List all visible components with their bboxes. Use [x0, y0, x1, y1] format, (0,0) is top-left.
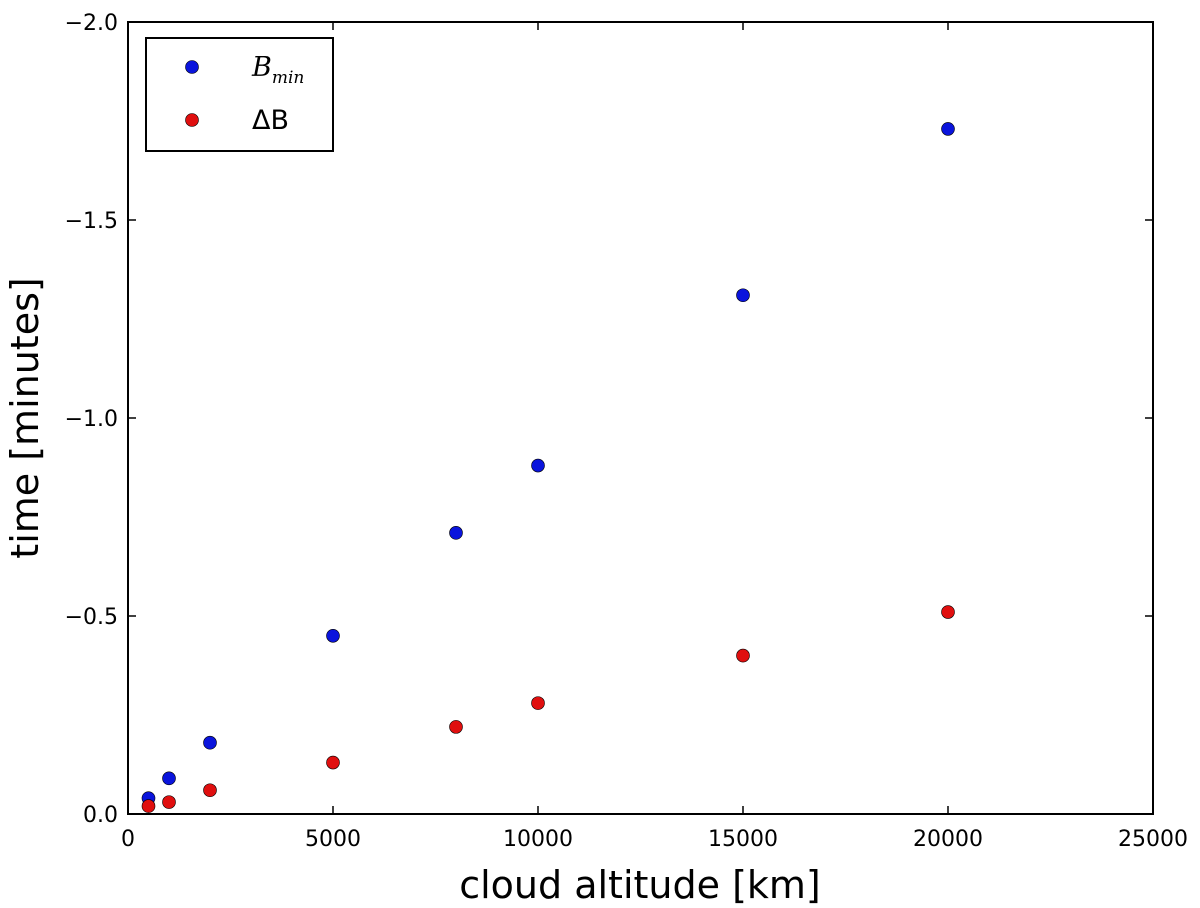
legend: Bmin ΔB: [145, 37, 334, 152]
data-point-bmin: [203, 735, 217, 750]
data-point-delta-b: [141, 799, 156, 813]
x-tick-label: 15000: [708, 827, 778, 852]
y-axis-title: time [minutes]: [3, 277, 47, 558]
legend-label-bmin: Bmin: [251, 52, 304, 88]
x-tick-label: 5000: [305, 827, 361, 852]
data-point-bmin: [531, 458, 545, 473]
y-tick-label: −0.5: [65, 605, 118, 630]
x-tick-label: 10000: [503, 827, 573, 852]
y-tick-label: −1.5: [65, 209, 118, 234]
legend-label-delta-b: ΔB: [252, 105, 289, 136]
data-point-bmin: [326, 628, 340, 643]
data-point-bmin: [736, 288, 750, 303]
data-points: [141, 122, 955, 813]
legend-marker-bmin: [185, 60, 199, 74]
data-point-delta-b: [326, 755, 340, 770]
data-point-bmin: [162, 771, 176, 786]
data-point-delta-b: [941, 605, 955, 619]
data-point-delta-b: [449, 720, 463, 734]
y-tick-label: 0.0: [83, 803, 118, 828]
x-axis-title: cloud altitude [km]: [459, 863, 821, 907]
data-point-bmin: [941, 122, 955, 136]
data-point-delta-b: [531, 696, 545, 710]
legend-box: [145, 37, 334, 152]
y-tick-label: −1.0: [65, 407, 118, 432]
axis-ticks: 0 5000 10000 15000 20000 25000 0.0 −0.5 −1.0 −1.5…: [65, 11, 1188, 852]
data-point-delta-b: [203, 783, 217, 798]
legend-marker-delta-b: [185, 113, 199, 127]
x-tick-label: 0: [121, 827, 135, 852]
x-tick-label: 20000: [913, 827, 983, 852]
data-point-delta-b: [162, 795, 176, 809]
data-point-bmin: [449, 526, 463, 540]
data-point-delta-b: [736, 648, 750, 663]
y-tick-label: −2.0: [65, 11, 118, 36]
x-tick-label: 25000: [1118, 827, 1188, 852]
